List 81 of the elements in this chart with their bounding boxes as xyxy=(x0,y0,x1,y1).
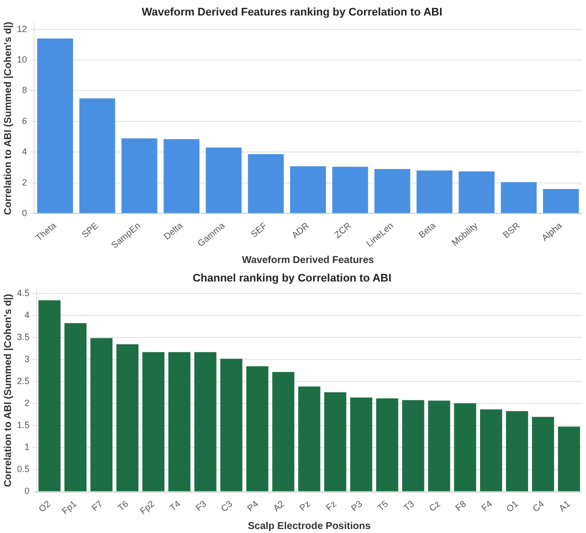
x-tick-label: F7 xyxy=(90,498,104,514)
y-tick-label: 0 xyxy=(24,486,30,496)
bar xyxy=(248,154,284,214)
bar xyxy=(194,352,216,492)
x-axis-title: Waveform Derived Features xyxy=(242,254,374,266)
y-tick-label: 2.5 xyxy=(16,376,30,386)
y-axis-title: Correlation to ABI (Summed |Cohen's d|) xyxy=(2,22,14,215)
bar xyxy=(272,372,294,492)
bar xyxy=(290,166,326,214)
bar xyxy=(79,98,116,214)
y-tick-label: 2 xyxy=(24,398,30,408)
bar xyxy=(116,344,138,492)
bar xyxy=(350,398,372,492)
y-tick-label: 0 xyxy=(22,208,28,218)
y-tick-label: 12 xyxy=(16,24,28,34)
bar xyxy=(376,398,398,492)
x-tick-label: C4 xyxy=(530,498,546,514)
y-tick-label: 1 xyxy=(24,442,30,452)
bar xyxy=(558,426,580,492)
bar xyxy=(454,403,476,492)
y-tick-label: 0.5 xyxy=(16,464,30,474)
bar xyxy=(506,411,528,492)
bar xyxy=(532,416,554,492)
bar xyxy=(246,366,268,492)
x-tick-label: F3 xyxy=(194,498,208,514)
x-tick-label: Cz xyxy=(427,498,442,514)
bar xyxy=(324,392,346,492)
x-tick-label: T6 xyxy=(116,498,130,514)
y-tick-label: 6 xyxy=(22,116,28,126)
bar xyxy=(38,300,61,492)
bar xyxy=(374,169,410,214)
x-tick-label: SEF xyxy=(248,220,270,240)
chart-title: Waveform Derived Features ranking by Correlation to ABI xyxy=(142,6,442,19)
bar xyxy=(90,338,112,492)
x-tick-label: T4 xyxy=(168,498,182,514)
bar xyxy=(402,400,424,492)
x-tick-label: Pz xyxy=(298,498,313,514)
bar xyxy=(37,38,74,214)
bar xyxy=(64,323,87,492)
bar xyxy=(416,170,452,214)
x-tick-label: T5 xyxy=(376,498,390,514)
y-tick-label: 1.5 xyxy=(16,420,30,430)
bar xyxy=(121,138,158,214)
bar xyxy=(168,352,190,492)
y-axis-title: Correlation to ABI (Summed |Cohen's d|) xyxy=(2,294,14,488)
x-tick-label: T3 xyxy=(402,498,416,514)
x-tick-label: Beta xyxy=(416,220,438,240)
y-tick-label: 4 xyxy=(24,310,30,320)
x-tick-label: Fp1 xyxy=(60,498,78,516)
bar xyxy=(332,166,368,214)
bar xyxy=(164,139,200,214)
bar xyxy=(428,400,450,492)
y-tick-label: 4.5 xyxy=(16,288,30,298)
chart-title: Channel ranking by Correlation to ABI xyxy=(192,272,392,285)
bar xyxy=(142,352,164,492)
y-tick-label: 10 xyxy=(16,54,28,65)
x-tick-label: P3 xyxy=(349,498,364,514)
y-tick-label: 3.5 xyxy=(16,332,30,342)
x-tick-label: F8 xyxy=(454,498,468,514)
y-tick-label: 2 xyxy=(22,177,28,188)
x-tick-label: C3 xyxy=(218,498,234,514)
bar xyxy=(480,409,502,492)
x-tick-label: A2 xyxy=(271,498,286,514)
x-tick-label: O1 xyxy=(504,498,520,514)
x-tick-label: BSR xyxy=(501,220,522,240)
y-tick-label: 3 xyxy=(24,354,30,364)
x-tick-label: F4 xyxy=(479,498,494,514)
y-tick-label: 8 xyxy=(22,85,28,96)
x-axis-title: Scalp Electrode Positions xyxy=(248,520,372,532)
bar xyxy=(206,148,242,214)
x-tick-label: P4 xyxy=(245,498,260,514)
bar xyxy=(458,171,495,214)
bar xyxy=(543,188,579,214)
bar xyxy=(500,182,537,214)
bar xyxy=(298,386,320,492)
x-tick-label: O2 xyxy=(36,498,52,514)
bar xyxy=(220,358,242,492)
x-tick-label: Fp2 xyxy=(138,498,156,516)
x-tick-label: Fz xyxy=(324,498,338,513)
y-tick-label: 4 xyxy=(22,146,28,157)
x-tick-label: A1 xyxy=(557,498,572,514)
